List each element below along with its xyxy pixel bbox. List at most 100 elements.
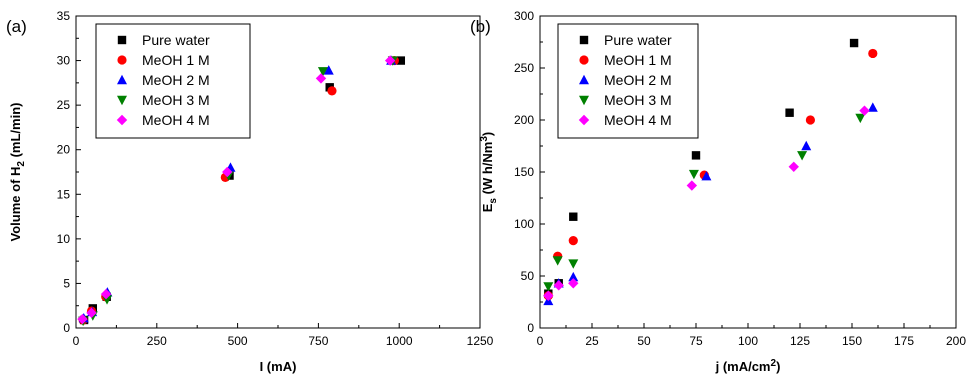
data-point (867, 102, 878, 112)
data-point (323, 65, 334, 75)
panel-b-y-label-sub: s (488, 198, 499, 204)
panel-b-points (543, 38, 878, 306)
legend-marker (116, 114, 128, 126)
x-tick-label: 1000 (386, 334, 413, 348)
panel-b-x-label-tail: ) (776, 359, 780, 374)
data-point (568, 278, 579, 289)
data-point (569, 212, 578, 221)
legend-marker (578, 114, 590, 126)
y-tick-label: 250 (514, 61, 534, 75)
panel-b: (b) 0 25 50 75 100 125 150 175 200 0 50 100 150 200 2… (470, 9, 966, 374)
panel-a-legend: Pure water MeOH 1 M MeOH 2 M MeOH 3 M MeOH 4… (95, 23, 251, 139)
data-point (701, 170, 712, 181)
data-point (222, 166, 233, 178)
y-tick-label: 0 (527, 321, 534, 335)
data-point (868, 48, 878, 59)
x-tick-label: 25 (585, 334, 599, 348)
data-point (384, 55, 396, 66)
legend-label: MeOH 3 M (142, 92, 210, 108)
data-point (568, 271, 579, 282)
data-point (568, 259, 579, 269)
data-point (688, 169, 699, 180)
data-point (686, 180, 698, 191)
y-tick-label: 35 (57, 9, 71, 23)
y-tick-label: 50 (521, 269, 535, 283)
legend-label: MeOH 2 M (604, 72, 672, 88)
panel-b-y-label-main: E (480, 203, 495, 212)
y-tick-label: 10 (57, 232, 71, 246)
data-point (801, 140, 812, 151)
data-point (849, 38, 859, 48)
data-point (77, 313, 88, 325)
panel-a-y-label-sub: 2 (16, 161, 27, 167)
legend-label: MeOH 1 M (142, 52, 210, 68)
legend-label: MeOH 2 M (142, 72, 210, 88)
x-tick-label: 0 (537, 334, 544, 348)
legend-label: MeOH 4 M (604, 112, 672, 128)
data-point (543, 290, 554, 301)
x-tick-label: 50 (637, 334, 651, 348)
x-tick-label: 750 (308, 334, 328, 348)
data-point (568, 236, 578, 246)
data-point (805, 115, 816, 125)
x-tick-label: 125 (790, 334, 810, 348)
data-point (315, 73, 327, 84)
panel-b-x-label-sup: 2 (771, 358, 777, 369)
x-tick-label: 75 (689, 334, 703, 348)
data-point (855, 113, 866, 124)
panel-b-y-label-tail: ) (480, 132, 495, 136)
x-tick-label: 500 (228, 334, 248, 348)
panel-b-y-label-mid: (W h/Nm (480, 142, 495, 198)
panel-a-y-axis-label: Volume of H2 (mL/min) (8, 103, 27, 242)
legend-label: MeOH 1 M (604, 52, 672, 68)
legend-marker (117, 74, 127, 85)
panel-b-x-axis-label: j (mA/cm2) (715, 358, 781, 374)
data-point (317, 67, 328, 77)
panel-a-y-label-main: Volume of H (8, 167, 23, 242)
x-tick-label: 250 (147, 334, 167, 348)
x-tick-label: 0 (73, 334, 80, 348)
panel-a-y-ticks: 0 5 10 15 20 25 30 35 (57, 9, 81, 335)
data-point (396, 56, 406, 65)
panel-a-x-axis-label: I (mA) (260, 359, 297, 374)
data-point (797, 151, 808, 161)
panel-a-y-label-tail: (mL/min) (8, 103, 23, 162)
panel-a-label: (a) (6, 17, 27, 36)
data-point (543, 282, 554, 292)
y-tick-label: 100 (514, 217, 534, 231)
series-meoh-3-m (543, 113, 866, 292)
panel-a: (a) 0 250 500 750 1000 1250 0 5 10 15 20 25 30 35 I … (6, 9, 494, 374)
x-tick-label: 175 (894, 334, 914, 348)
panel-b-y-label-sup: 3 (479, 136, 490, 142)
data-point (552, 256, 563, 266)
legend-marker (579, 95, 589, 106)
data-point (691, 151, 701, 160)
panel-b-label: (b) (470, 17, 491, 36)
panel-b-x-label-main: j (mA/cm (715, 359, 771, 374)
legend-label: Pure water (604, 32, 672, 48)
panel-b-y-axis-label: Es (W h/Nm3) (479, 132, 499, 212)
legend-marker (117, 55, 127, 65)
legend-marker (579, 55, 589, 65)
series-meoh-4-m (77, 55, 396, 325)
panel-b-legend: Pure water MeOH 1 M MeOH 2 M MeOH 3 M MeOH 4… (557, 23, 699, 139)
y-tick-label: 20 (57, 143, 71, 157)
y-tick-label: 5 (63, 276, 70, 290)
y-tick-label: 25 (57, 98, 71, 112)
data-point (553, 280, 564, 291)
data-point (785, 108, 794, 117)
data-point (86, 307, 97, 319)
panel-b-y-ticks: 0 50 100 150 200 250 300 (514, 9, 545, 335)
legend-marker (579, 74, 589, 85)
y-tick-label: 200 (514, 113, 534, 127)
data-point (327, 86, 337, 96)
y-tick-label: 300 (514, 9, 534, 23)
data-point (100, 288, 112, 300)
legend-marker (117, 35, 127, 45)
y-tick-label: 150 (514, 165, 534, 179)
panel-a-points (77, 55, 406, 327)
legend-marker (117, 95, 127, 106)
legend-marker (579, 35, 589, 45)
y-tick-label: 30 (57, 54, 71, 68)
